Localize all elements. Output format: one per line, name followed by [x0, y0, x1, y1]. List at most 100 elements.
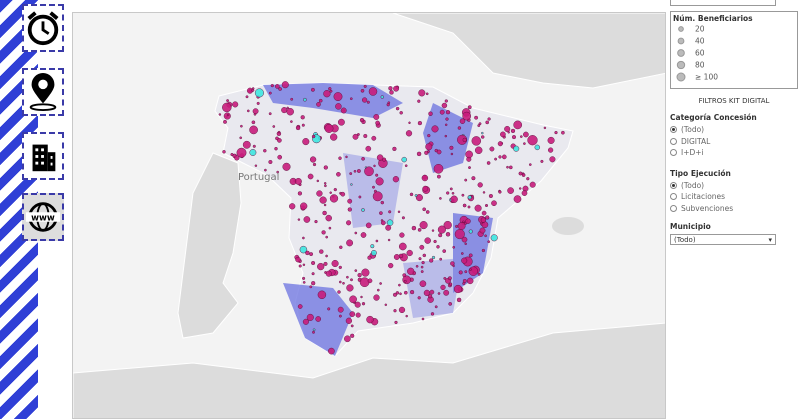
location-dot[interactable]: [521, 173, 526, 177]
location-dot[interactable]: [380, 200, 385, 205]
location-dot[interactable]: [281, 107, 288, 114]
location-dot[interactable]: [438, 233, 443, 238]
location-dot[interactable]: [302, 318, 309, 325]
location-dot[interactable]: [310, 87, 315, 92]
location-dot[interactable]: [554, 130, 558, 135]
location-dot[interactable]: [474, 204, 482, 212]
location-dot[interactable]: [314, 219, 318, 224]
location-dot[interactable]: [328, 347, 335, 355]
location-dot[interactable]: [444, 99, 448, 103]
location-dot[interactable]: [346, 220, 352, 226]
location-dot[interactable]: [466, 277, 474, 285]
location-dot[interactable]: [523, 142, 526, 145]
location-dot[interactable]: [376, 154, 384, 161]
location-dot[interactable]: [286, 107, 294, 116]
location-dot[interactable]: [358, 195, 362, 199]
location-dot[interactable]: [440, 284, 446, 291]
location-dot[interactable]: [346, 275, 349, 279]
location-dot[interactable]: [439, 257, 443, 261]
location-dot[interactable]: [297, 218, 301, 221]
location-dot[interactable]: [380, 95, 385, 99]
location-dot[interactable]: [384, 303, 388, 307]
location-dot[interactable]: [456, 297, 462, 303]
location-dot[interactable]: [386, 219, 394, 226]
location-dot[interactable]: [447, 276, 452, 281]
location-dot[interactable]: [338, 265, 342, 270]
location-dot[interactable]: [298, 264, 302, 268]
location-dot[interactable]: [277, 154, 283, 160]
location-dot[interactable]: [407, 267, 415, 275]
location-dot[interactable]: [329, 191, 332, 194]
location-dot[interactable]: [461, 236, 468, 243]
location-dot[interactable]: [406, 249, 413, 257]
radio-option[interactable]: Licitaciones: [670, 191, 800, 203]
location-dot[interactable]: [309, 252, 314, 257]
location-dot[interactable]: [408, 121, 411, 125]
location-dot[interactable]: [460, 252, 464, 255]
location-dot[interactable]: [236, 147, 247, 158]
location-dot[interactable]: [268, 91, 272, 95]
location-dot[interactable]: [328, 226, 332, 230]
dropdown[interactable]: (Todo): [670, 234, 776, 246]
location-dot[interactable]: [324, 124, 334, 133]
location-dot[interactable]: [276, 170, 280, 174]
location-dot[interactable]: [397, 210, 401, 214]
location-dot[interactable]: [234, 155, 240, 161]
location-dot[interactable]: [345, 155, 348, 159]
building-icon[interactable]: [22, 132, 64, 180]
location-dot[interactable]: [302, 276, 306, 280]
location-dot[interactable]: [419, 244, 425, 250]
location-dot[interactable]: [411, 225, 417, 231]
radio-button[interactable]: [670, 193, 677, 201]
location-dot[interactable]: [484, 234, 487, 238]
location-dot[interactable]: [508, 165, 513, 170]
location-dot[interactable]: [376, 288, 380, 292]
location-dot[interactable]: [450, 152, 454, 156]
location-dot[interactable]: [245, 95, 249, 99]
location-dot[interactable]: [431, 229, 435, 232]
radio-option[interactable]: Subvenciones: [670, 203, 800, 215]
location-dot[interactable]: [323, 90, 331, 98]
location-dot[interactable]: [419, 280, 427, 288]
alarm-icon[interactable]: [22, 4, 64, 52]
location-dot[interactable]: [498, 155, 502, 159]
location-dot[interactable]: [482, 191, 486, 194]
location-dot[interactable]: [375, 239, 379, 243]
location-dot[interactable]: [425, 210, 430, 214]
location-dot[interactable]: [254, 164, 258, 167]
location-dot[interactable]: [422, 207, 427, 212]
location-dot[interactable]: [356, 169, 361, 173]
location-dot[interactable]: [350, 324, 354, 328]
location-dot[interactable]: [469, 268, 472, 271]
location-dot[interactable]: [301, 123, 305, 127]
location-dot[interactable]: [222, 102, 232, 113]
location-dot[interactable]: [439, 197, 442, 200]
location-dot[interactable]: [306, 313, 314, 321]
location-dot[interactable]: [333, 187, 337, 192]
location-dot[interactable]: [474, 115, 479, 120]
location-dot[interactable]: [278, 87, 282, 91]
location-dot[interactable]: [467, 105, 472, 110]
location-dot[interactable]: [311, 134, 316, 139]
location-dot[interactable]: [419, 221, 428, 230]
location-dot[interactable]: [488, 193, 493, 199]
location-dot[interactable]: [446, 191, 450, 195]
location-dot[interactable]: [337, 306, 344, 313]
location-dot[interactable]: [322, 210, 327, 216]
location-dot[interactable]: [345, 317, 353, 324]
location-dot[interactable]: [295, 125, 301, 131]
location-dot[interactable]: [361, 156, 365, 161]
location-dot[interactable]: [357, 272, 362, 278]
location-dot[interactable]: [277, 138, 282, 143]
location-dot[interactable]: [223, 119, 227, 124]
location-dot[interactable]: [465, 150, 473, 159]
location-dot[interactable]: [477, 124, 481, 128]
location-dot[interactable]: [218, 113, 222, 116]
location-dot[interactable]: [431, 125, 439, 133]
location-dot[interactable]: [443, 276, 447, 280]
location-dot[interactable]: [445, 110, 451, 115]
location-dot[interactable]: [309, 156, 317, 163]
location-dot[interactable]: [459, 118, 466, 124]
location-dot[interactable]: [366, 315, 374, 324]
location-dot[interactable]: [336, 171, 341, 177]
